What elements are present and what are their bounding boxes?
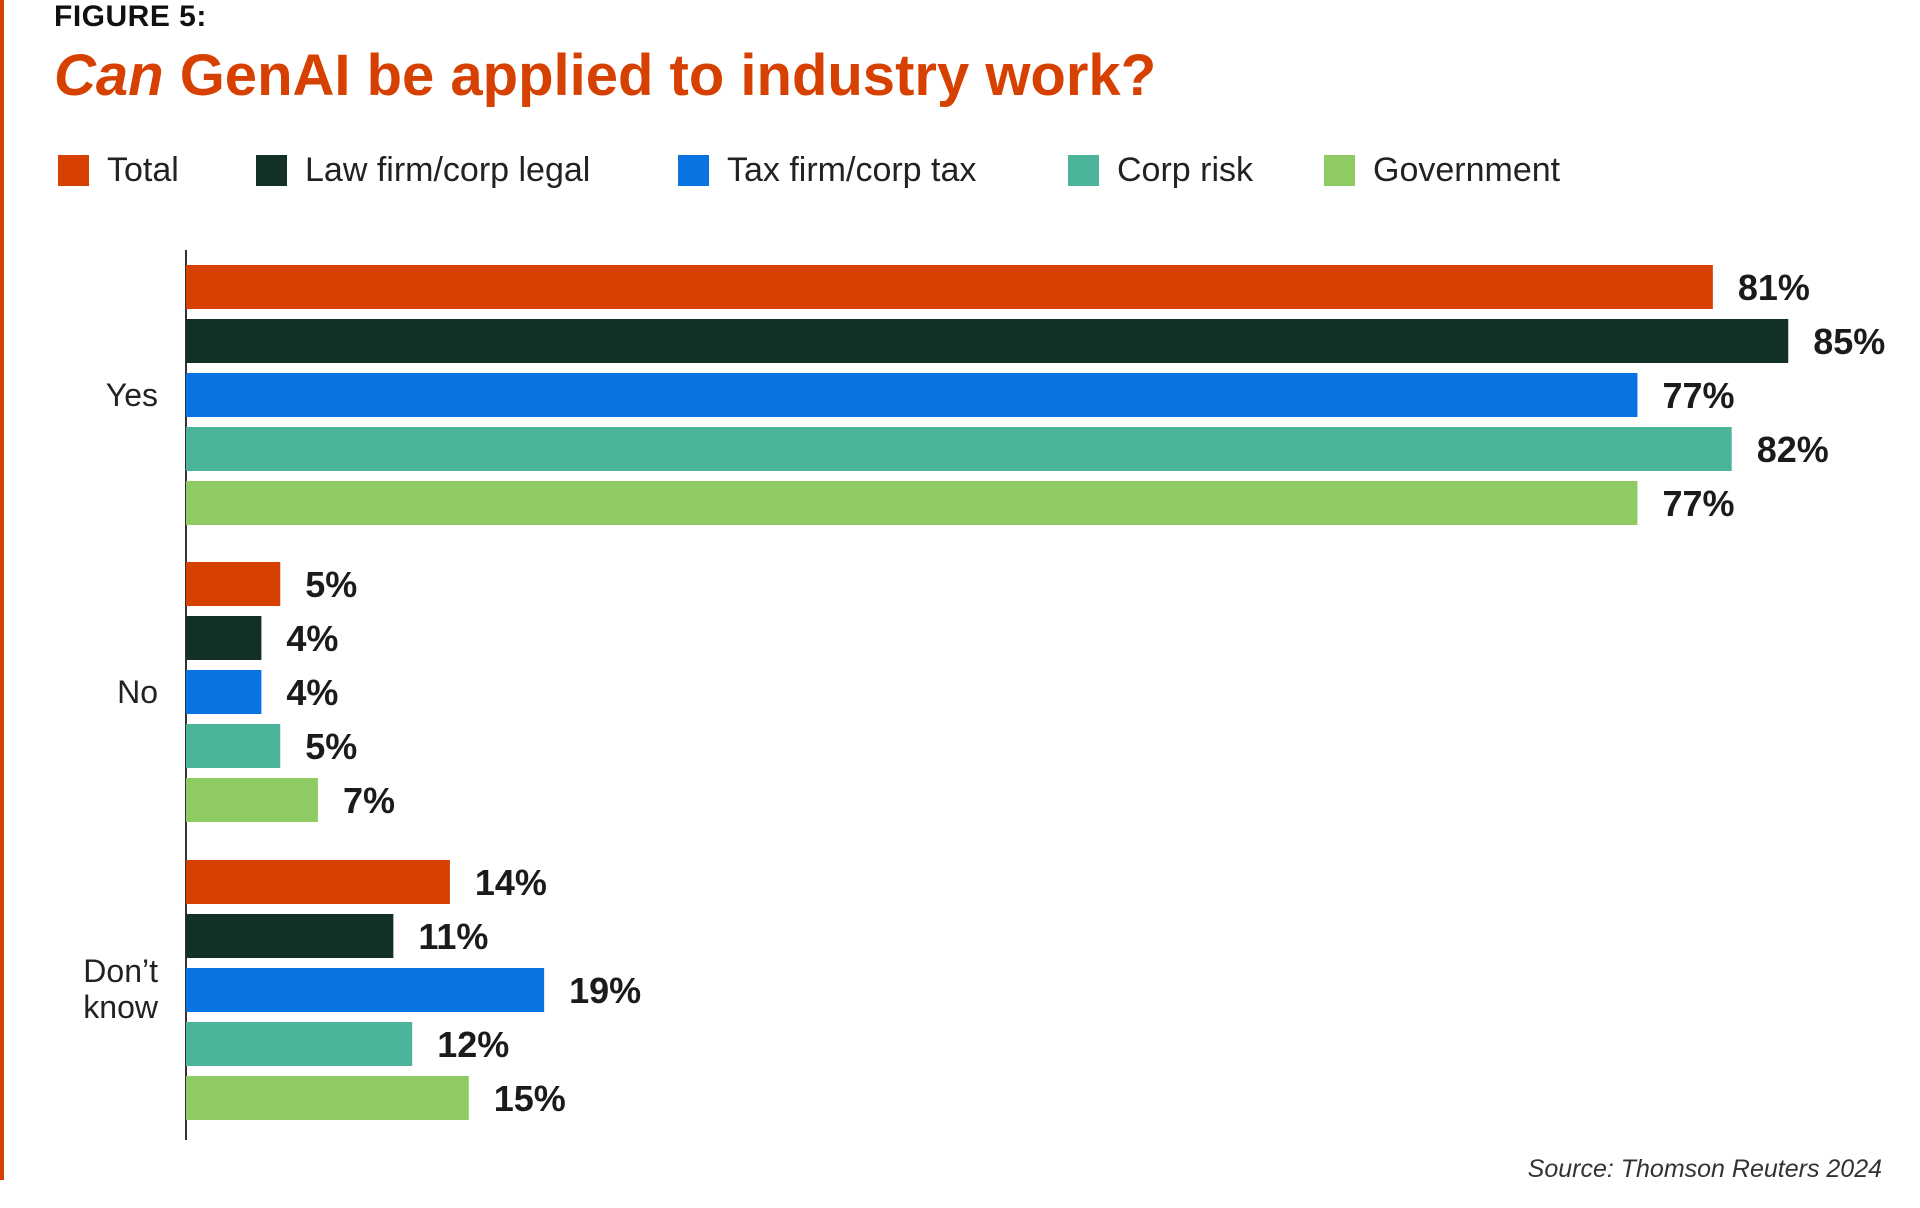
bar-yes-total bbox=[186, 265, 1713, 309]
bar-label-no-total: 5% bbox=[305, 564, 357, 605]
bar-label-don-t-know-government: 15% bbox=[494, 1078, 566, 1119]
chart-title-rest: GenAI be applied to industry work? bbox=[163, 43, 1157, 108]
bar-no-government bbox=[186, 778, 318, 822]
bar-don-t-know-total bbox=[186, 860, 450, 904]
category-label-yes: Yes bbox=[106, 377, 158, 413]
bar-yes-government bbox=[186, 481, 1638, 525]
bar-label-don-t-know-corp-risk: 12% bbox=[437, 1024, 509, 1065]
legend-swatch-government bbox=[1324, 154, 1355, 186]
bar-label-don-t-know-tax-firm-corp-tax: 19% bbox=[569, 970, 641, 1011]
bar-label-yes-corp-risk: 82% bbox=[1757, 429, 1829, 470]
legend-swatch-total bbox=[58, 154, 89, 186]
bar-label-no-law-firm-corp-legal: 4% bbox=[286, 618, 338, 659]
bar-label-yes-total: 81% bbox=[1738, 267, 1810, 308]
bar-don-t-know-government bbox=[186, 1076, 469, 1120]
bar-yes-corp-risk bbox=[186, 427, 1732, 471]
legend-item-government: Government bbox=[1324, 148, 1560, 192]
legend-item-law: Law firm/corp legal bbox=[256, 148, 590, 192]
legend-swatch-tax bbox=[678, 154, 709, 186]
legend-label-risk: Corp risk bbox=[1117, 150, 1254, 189]
legend-label-government: Government bbox=[1373, 150, 1561, 189]
bar-don-t-know-tax-firm-corp-tax bbox=[186, 968, 545, 1012]
bar-don-t-know-law-firm-corp-legal bbox=[186, 914, 394, 958]
bar-label-don-t-know-total: 14% bbox=[475, 862, 547, 903]
bar-no-corp-risk bbox=[186, 724, 281, 768]
bar-label-yes-tax-firm-corp-tax: 77% bbox=[1662, 375, 1734, 416]
figure-label: FIGURE 5: bbox=[54, 0, 207, 33]
legend-swatch-risk bbox=[1068, 154, 1099, 186]
legend-label-tax: Tax firm/corp tax bbox=[727, 150, 977, 189]
legend-item-total: Total bbox=[58, 148, 179, 192]
bar-label-yes-law-firm-corp-legal: 85% bbox=[1813, 321, 1885, 362]
left-accent-rule bbox=[0, 0, 4, 1180]
legend-label-total: Total bbox=[107, 150, 179, 189]
bar-no-tax-firm-corp-tax bbox=[186, 670, 262, 714]
bar-yes-law-firm-corp-legal bbox=[186, 319, 1789, 363]
legend-label-law: Law firm/corp legal bbox=[305, 150, 591, 189]
legend-item-tax: Tax firm/corp tax bbox=[678, 148, 976, 192]
bar-label-no-corp-risk: 5% bbox=[305, 726, 357, 767]
bar-label-no-government: 7% bbox=[343, 780, 395, 821]
legend-swatch-law bbox=[256, 154, 287, 186]
bar-no-total bbox=[186, 562, 281, 606]
source-note: Source: Thomson Reuters 2024 bbox=[1527, 1155, 1882, 1183]
bar-label-don-t-know-law-firm-corp-legal: 11% bbox=[418, 916, 488, 957]
bar-no-law-firm-corp-legal bbox=[186, 616, 262, 660]
legend-item-risk: Corp risk bbox=[1068, 148, 1253, 192]
chart-title: Can GenAI be applied to industry work? bbox=[54, 42, 1156, 109]
bar-label-no-tax-firm-corp-tax: 4% bbox=[286, 672, 338, 713]
bar-yes-tax-firm-corp-tax bbox=[186, 373, 1638, 417]
category-label-no: No bbox=[117, 674, 158, 710]
category-label-don-t-know: Don’t know bbox=[83, 953, 159, 1025]
bar-don-t-know-corp-risk bbox=[186, 1022, 413, 1066]
bar-label-yes-government: 77% bbox=[1662, 483, 1734, 524]
chart-title-italic: Can bbox=[54, 43, 164, 108]
